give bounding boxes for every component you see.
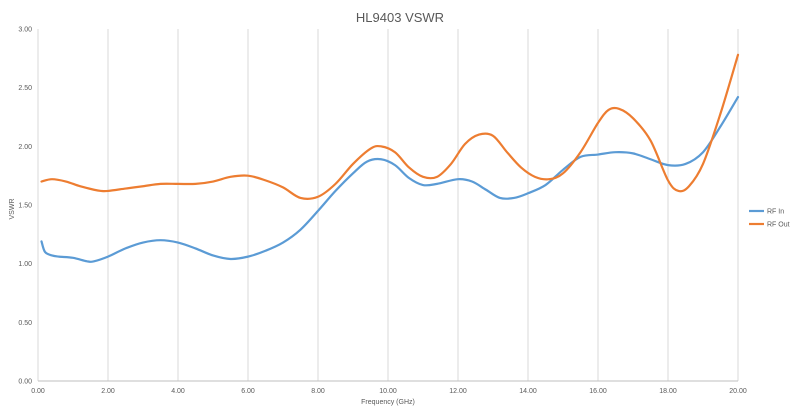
y-tick-label: 1.50 xyxy=(18,203,32,210)
grid xyxy=(37,29,739,381)
x-tick-label: 10.00 xyxy=(379,388,397,395)
series-line-rf-in xyxy=(40,95,740,263)
x-tick-label: 16.00 xyxy=(589,388,607,395)
x-tick-label: 12.00 xyxy=(449,388,467,395)
x-tick-label: 2.00 xyxy=(101,388,115,395)
y-tick-label: 0.00 xyxy=(18,379,32,386)
y-tick-label: 0.50 xyxy=(18,320,32,327)
legend-label-rf-out: RF Out xyxy=(767,222,790,229)
legend-label-rf-in: RF In xyxy=(767,209,784,216)
x-axis-label: Frequency (GHz) xyxy=(361,399,415,406)
y-axis-label: VSWR xyxy=(9,199,16,220)
y-tick-label: 2.00 xyxy=(18,144,32,151)
x-tick-label: 4.00 xyxy=(171,388,185,395)
x-tick-label: 18.00 xyxy=(659,388,677,395)
x-tick-label: 0.00 xyxy=(31,388,45,395)
x-tick-label: 14.00 xyxy=(519,388,537,395)
x-tick-label: 20.00 xyxy=(729,388,747,395)
chart-title: HL9403 VSWR xyxy=(356,10,444,25)
y-tick-label: 1.00 xyxy=(18,261,32,268)
axes: 0.00 2.00 4.00 6.00 8.00 10.00 12.00 14.00 16.00… xyxy=(18,27,746,396)
series-line-rf-out xyxy=(40,53,740,200)
y-tick-label: 2.50 xyxy=(18,85,32,92)
y-tick-label: 3.00 xyxy=(18,27,32,34)
series-lines xyxy=(40,53,740,263)
legend: RF In RF Out xyxy=(749,209,790,229)
x-tick-label: 6.00 xyxy=(241,388,255,395)
x-tick-label: 8.00 xyxy=(311,388,325,395)
